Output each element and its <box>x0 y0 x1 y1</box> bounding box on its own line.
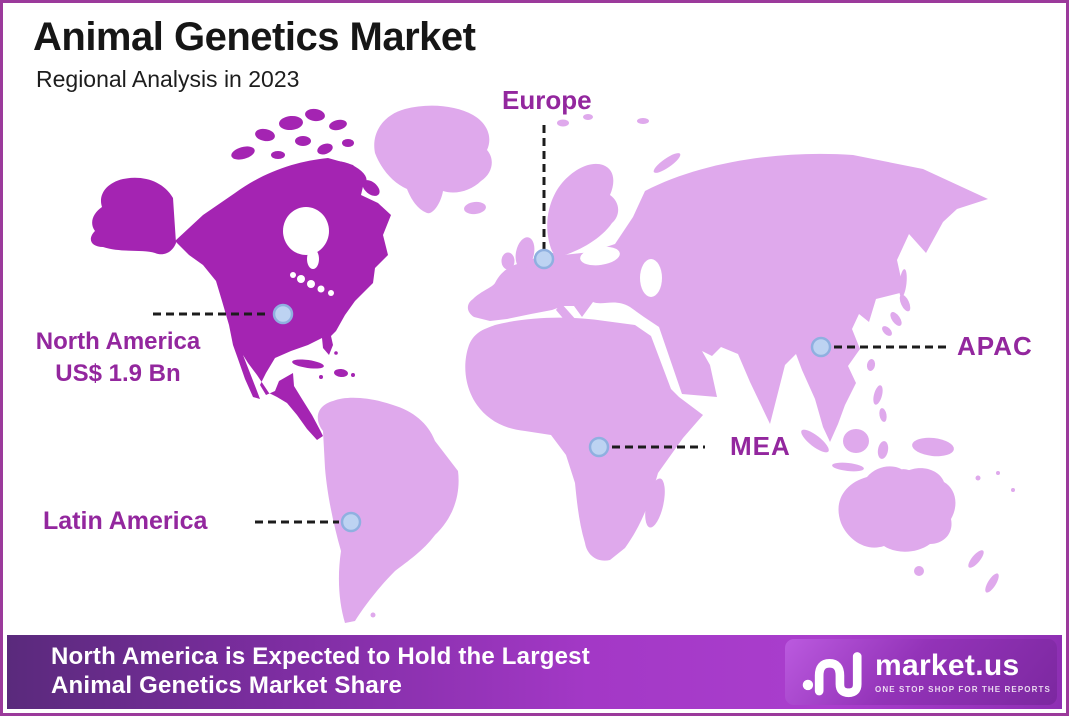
british-isles <box>501 237 535 270</box>
brand-tagline: ONE STOP SHOP FOR THE REPORTS <box>875 684 1051 694</box>
arctic-islands <box>557 114 681 173</box>
canadian-arctic-islands <box>231 108 380 196</box>
marker-dot-europe <box>533 248 555 270</box>
inland-water <box>283 207 662 297</box>
region-label-mea: MEA <box>730 431 791 461</box>
page-title: Animal Genetics Market <box>33 15 476 59</box>
greenland-region <box>374 105 492 214</box>
region-label-latin-america: Latin America <box>43 507 208 535</box>
east-asia-islands <box>844 269 911 422</box>
footer-banner: North America is Expected to Hold the La… <box>7 635 1062 709</box>
caribbean-islands <box>292 351 355 379</box>
brand-logo-panel: market.us ONE STOP SHOP FOR THE REPORTS <box>785 639 1057 705</box>
mediterranean-peninsulas <box>556 303 587 344</box>
region-label-north-america: North America US$ 1.9 Bn <box>17 328 219 389</box>
marker-dot-apac <box>810 336 832 358</box>
africa-region <box>465 317 703 561</box>
marker-dot-north-america <box>272 303 294 325</box>
region-label-europe: Europe <box>502 85 592 115</box>
canada-usa-mexico-region <box>175 158 391 440</box>
marker-dot-latin-america <box>340 511 362 533</box>
scandinavia-region <box>547 163 619 256</box>
alaska-region <box>90 177 176 255</box>
marker-dot-mea <box>588 436 610 458</box>
footer-headline: North America is Expected to Hold the La… <box>51 642 590 700</box>
north-america-highlight <box>90 108 391 440</box>
region-name-north-america: North America <box>35 328 201 355</box>
indonesia-islands <box>801 429 954 477</box>
region-label-apac: APAC <box>957 331 1033 361</box>
australia-region <box>838 466 1015 593</box>
map-annotations <box>153 125 951 533</box>
world-landmass <box>317 105 1015 623</box>
footer-headline-line1: North America is Expected to Hold the La… <box>51 643 590 670</box>
page-subtitle: Regional Analysis in 2023 <box>36 66 300 92</box>
brand-name: market.us <box>875 648 1020 682</box>
south-america-region <box>317 397 459 623</box>
footer-headline-line2: Animal Genetics Market Share <box>51 672 403 699</box>
market-us-logo-icon <box>802 652 862 698</box>
world-map <box>90 105 1015 623</box>
region-value-north-america: US$ 1.9 Bn <box>55 359 181 387</box>
eurasia-region <box>467 153 988 442</box>
brand-text-block: market.us ONE STOP SHOP FOR THE REPORTS <box>875 648 1051 694</box>
